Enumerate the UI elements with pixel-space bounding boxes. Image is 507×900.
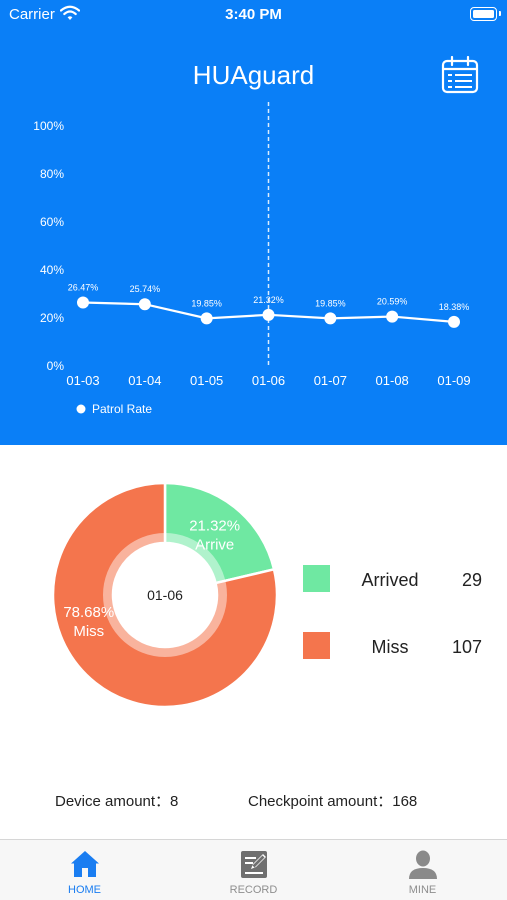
data-label: 20.59% [377, 297, 408, 307]
y-tick-label: 40% [40, 263, 64, 277]
slice-percent-label: 78.68% [63, 604, 114, 621]
wifi-icon [60, 5, 80, 20]
data-point [324, 312, 337, 325]
legend-value-arrived: 29 [461, 570, 482, 590]
donut-inner-ring [103, 533, 227, 657]
device-amount: Device amount：8 [55, 793, 179, 810]
legend-item-arrived: Arrived 29 [300, 565, 490, 595]
legend-label-arrived: Arrived [361, 570, 419, 590]
person-icon [409, 850, 437, 879]
y-tick-label: 100% [33, 119, 64, 133]
x-tick-label: 01-04 [128, 373, 161, 388]
donut-hole [113, 543, 217, 647]
y-tick-label: 0% [47, 359, 65, 373]
status-time: 3:40 PM [225, 6, 282, 23]
x-tick-label: 01-03 [66, 373, 99, 388]
legend-label-patrol-rate: Patrol Rate [92, 402, 152, 416]
y-tick-label: 80% [40, 167, 64, 181]
battery-icon [470, 7, 501, 21]
checkpoint-amount: Checkpoint amount：168 [248, 793, 418, 810]
slice-name-label: Arrive [195, 536, 234, 553]
data-point [386, 310, 399, 323]
data-label: 19.85% [315, 298, 346, 308]
data-label: 26.47% [68, 282, 99, 292]
tab-home-label: HOME [68, 884, 101, 896]
x-tick-label: 01-09 [437, 373, 470, 388]
summary-stats: Device amount：8 Checkpoint amount：168 [0, 790, 507, 812]
calendar-icon[interactable] [441, 56, 479, 94]
data-label: 18.38% [439, 302, 470, 312]
record-icon [241, 851, 267, 878]
legend-value-miss: 107 [451, 637, 482, 657]
x-tick-label: 01-08 [376, 373, 409, 388]
tab-mine[interactable]: MINE [338, 840, 507, 900]
data-point [138, 298, 151, 311]
data-label: 19.85% [191, 298, 222, 308]
tab-mine-label: MINE [408, 884, 437, 896]
slice-name-label: Miss [73, 623, 104, 640]
arrival-donut-chart[interactable]: 01-06 21.32% Arrive 78.68% Miss [40, 470, 290, 720]
tab-home[interactable]: HOME [0, 840, 169, 900]
header-panel: Carrier 3:40 PM HUAguard 0% 20% 40% 60% 80% 1… [0, 0, 507, 445]
x-tick-label: 01-06 [252, 373, 285, 388]
slice-percent-label: 21.32% [189, 517, 240, 534]
legend-marker-patrol-rate [76, 404, 86, 414]
donut-center-label: 01-06 [147, 587, 183, 603]
x-tick-label: 01-05 [190, 373, 223, 388]
legend-label-miss: Miss [371, 637, 409, 657]
data-point [262, 308, 275, 321]
tab-record[interactable]: RECORD [169, 840, 338, 900]
tab-record-label: RECORD [229, 884, 278, 896]
data-label: 25.74% [130, 284, 161, 294]
data-label: 21.32% [253, 295, 284, 305]
data-point [200, 312, 213, 325]
x-tick-label: 01-07 [314, 373, 347, 388]
patrol-rate-line-chart[interactable]: 0% 20% 40% 60% 80% 100% 01-03 01-04 01-05 01-06 01… [0, 100, 507, 445]
home-icon [71, 851, 99, 877]
tab-bar: HOME RECORD MINE [0, 839, 507, 900]
carrier-label: Carrier [9, 6, 55, 23]
legend-swatch-arrived [303, 565, 330, 592]
y-tick-label: 60% [40, 215, 64, 229]
page-title: HUAguard [192, 60, 315, 90]
legend-swatch-miss [303, 632, 330, 659]
status-bar: Carrier 3:40 PM [0, 0, 507, 30]
data-point [448, 315, 460, 328]
data-point [77, 296, 89, 309]
y-tick-label: 20% [40, 311, 64, 325]
legend-item-miss: Miss 107 [300, 632, 490, 662]
